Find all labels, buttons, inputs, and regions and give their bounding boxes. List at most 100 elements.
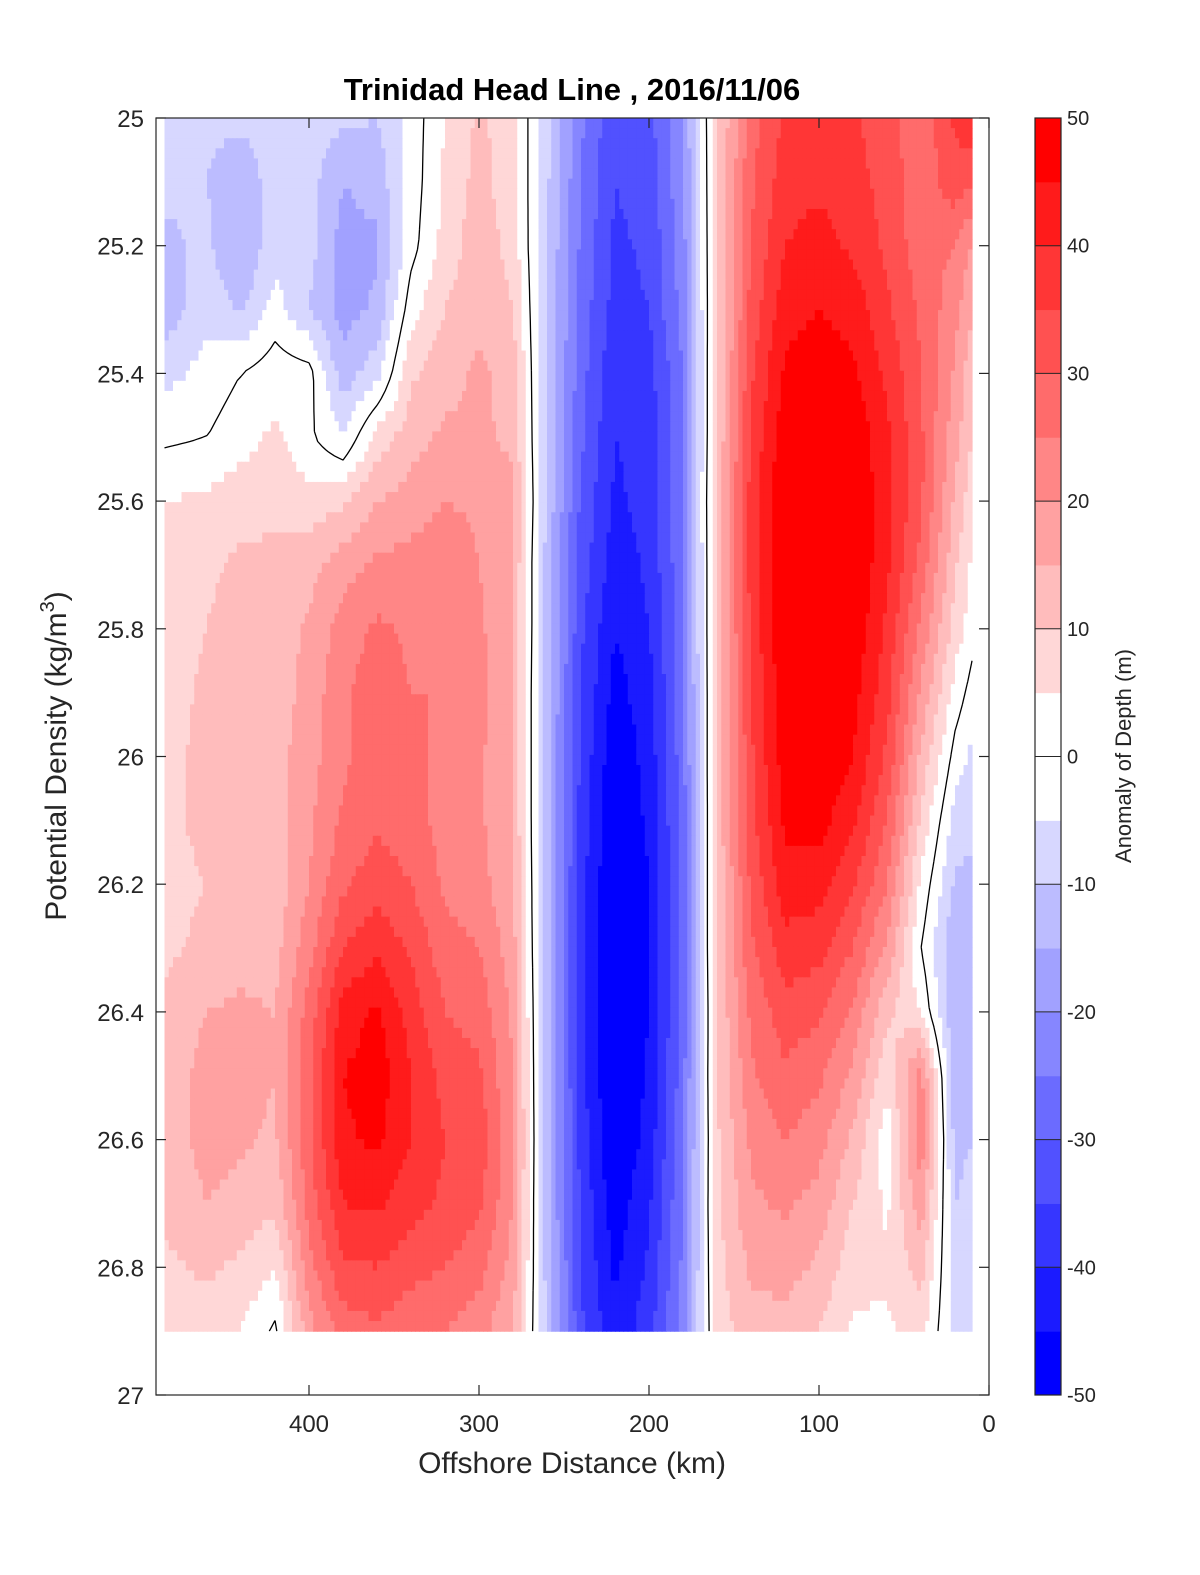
heatmap-cell — [874, 118, 879, 129]
heatmap-cell — [330, 199, 335, 210]
heatmap-cell — [687, 199, 692, 210]
heatmap-cell — [866, 128, 871, 139]
heatmap-cell — [262, 169, 267, 180]
heatmap-cell — [560, 169, 565, 180]
heatmap-cell — [203, 189, 208, 200]
heatmap-cell — [279, 179, 284, 190]
heatmap-cell — [607, 118, 612, 129]
heatmap-cell — [186, 118, 191, 129]
heatmap-cell — [675, 179, 680, 190]
heatmap-cell — [947, 118, 952, 129]
heatmap-cell — [381, 138, 386, 149]
heatmap-cell — [530, 128, 535, 139]
heatmap-cell — [840, 158, 845, 169]
heatmap-cell — [611, 118, 616, 129]
heatmap-cell — [424, 118, 429, 129]
heatmap-cell — [879, 199, 884, 210]
heatmap-cell — [845, 128, 850, 139]
heatmap-cell — [241, 138, 246, 149]
heatmap-cell — [505, 199, 510, 210]
heatmap-cell — [479, 128, 484, 139]
heatmap-cell — [636, 148, 641, 159]
heatmap-cell — [211, 138, 216, 149]
heatmap-cell — [900, 169, 905, 180]
heatmap-cell — [717, 138, 722, 149]
heatmap-cell — [836, 179, 841, 190]
heatmap-cell — [955, 138, 960, 149]
heatmap-cell — [675, 138, 680, 149]
heatmap-cell — [636, 138, 641, 149]
heatmap-cell — [836, 158, 841, 169]
heatmap-cell — [398, 199, 403, 210]
heatmap-cell — [449, 189, 454, 200]
heatmap-cell — [296, 138, 301, 149]
heatmap-cell — [679, 118, 684, 129]
heatmap-cell — [594, 148, 599, 159]
heatmap-cell — [581, 179, 586, 190]
heatmap-cell — [190, 209, 195, 220]
heatmap-cell — [760, 179, 765, 190]
heatmap-cell — [721, 148, 726, 159]
heatmap-cell — [305, 158, 310, 169]
heatmap-cell — [483, 169, 488, 180]
heatmap-cell — [836, 148, 841, 159]
heatmap-cell — [573, 148, 578, 159]
heatmap-cell — [683, 179, 688, 190]
heatmap-cell — [692, 169, 697, 180]
heatmap-cell — [186, 138, 191, 149]
heatmap-cell — [496, 158, 501, 169]
heatmap-cell — [832, 169, 837, 180]
heatmap-cell — [879, 148, 884, 159]
heatmap-cell — [530, 118, 535, 129]
heatmap-cell — [466, 189, 471, 200]
heatmap-cell — [339, 179, 344, 190]
heatmap-cell — [870, 148, 875, 159]
heatmap-cell — [925, 148, 930, 159]
heatmap-cell — [216, 209, 221, 220]
heatmap-cell — [789, 148, 794, 159]
heatmap-cell — [267, 128, 272, 139]
heatmap-cell — [224, 118, 229, 129]
heatmap-cell — [747, 158, 752, 169]
heatmap-cell — [551, 169, 556, 180]
heatmap-cell — [908, 138, 913, 149]
heatmap-cell — [194, 209, 199, 220]
heatmap-cell — [254, 209, 259, 220]
heatmap-cell — [636, 189, 641, 200]
heatmap-cell — [492, 138, 497, 149]
heatmap-cell — [811, 158, 816, 169]
heatmap-cell — [964, 189, 969, 200]
heatmap-cell — [288, 118, 293, 129]
heatmap-cell — [271, 199, 276, 210]
heatmap-cell — [713, 169, 718, 180]
heatmap-cell — [471, 189, 476, 200]
heatmap-cell — [564, 158, 569, 169]
heatmap-cell — [505, 179, 510, 190]
heatmap-cell — [755, 199, 760, 210]
heatmap-cell — [789, 169, 794, 180]
heatmap-cell — [267, 148, 272, 159]
heatmap-cell — [832, 189, 837, 200]
heatmap-cell — [900, 158, 905, 169]
heatmap-cell — [322, 199, 327, 210]
heatmap-cell — [611, 199, 616, 210]
heatmap-cell — [602, 128, 607, 139]
heatmap-cell — [619, 189, 624, 200]
heatmap-cell — [887, 118, 892, 129]
heatmap-cell — [959, 179, 964, 190]
heatmap-cell — [726, 118, 731, 129]
heatmap-cell — [509, 118, 514, 129]
heatmap-cell — [339, 118, 344, 129]
heatmap-cell — [734, 179, 739, 190]
heatmap-cell — [458, 118, 463, 129]
heatmap-cell — [250, 189, 255, 200]
heatmap-cell — [301, 128, 306, 139]
heatmap-cell — [267, 138, 272, 149]
heatmap-cell — [254, 199, 259, 210]
heatmap-cell — [764, 179, 769, 190]
heatmap-cell — [262, 179, 267, 190]
heatmap-cell — [462, 169, 467, 180]
heatmap-cell — [811, 118, 816, 129]
heatmap-cell — [649, 199, 654, 210]
heatmap-cell — [585, 169, 590, 180]
